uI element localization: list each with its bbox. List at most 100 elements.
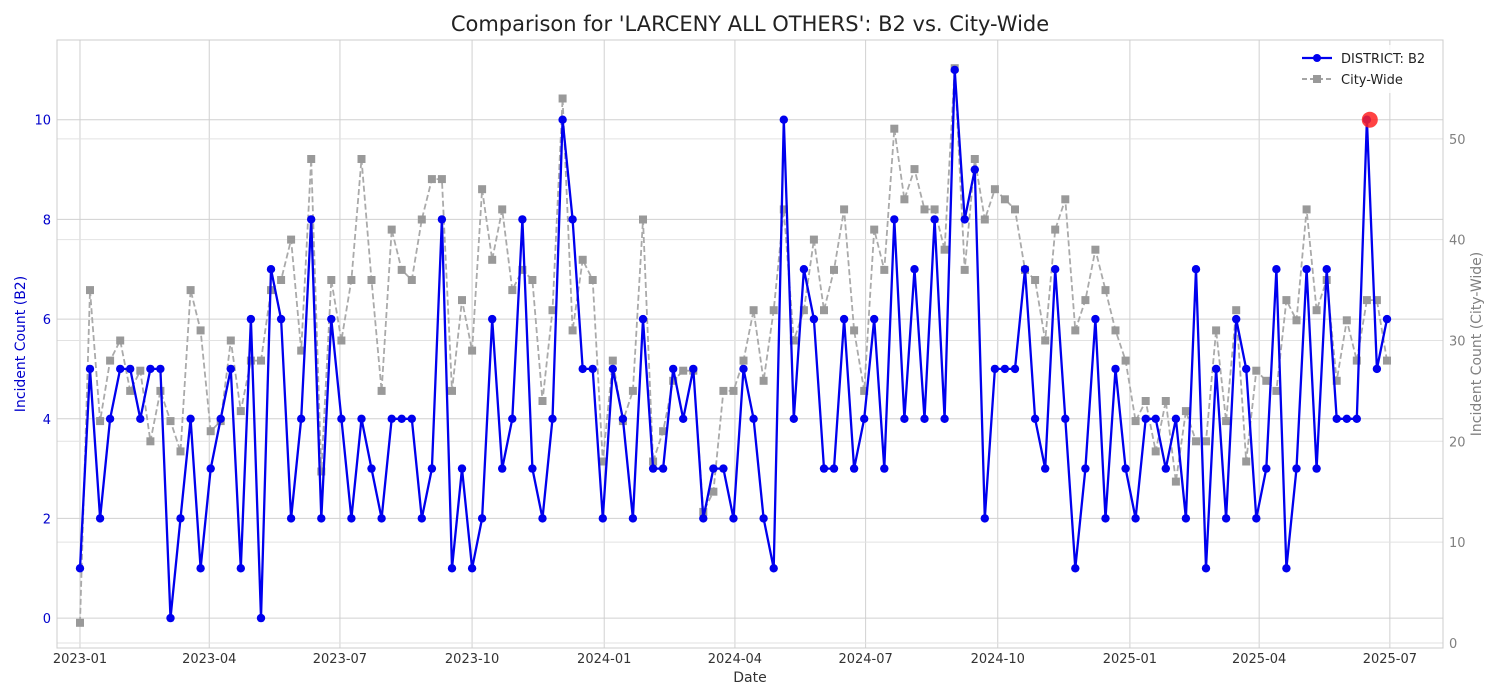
city-wide-point bbox=[1232, 306, 1241, 315]
district-b2-point bbox=[1232, 314, 1241, 324]
city-wide-point bbox=[960, 265, 969, 274]
city-wide-point bbox=[980, 215, 989, 224]
city-wide-point bbox=[297, 346, 306, 355]
district-b2-point bbox=[1302, 265, 1311, 274]
chart-title: Comparison for 'LARCENY ALL OTHERS': B2 … bbox=[451, 12, 1049, 36]
district-b2-point bbox=[1071, 564, 1080, 573]
city-wide-point bbox=[1272, 386, 1281, 395]
district-b2-point bbox=[1081, 464, 1090, 473]
city-wide-point bbox=[1171, 477, 1180, 486]
city-wide-point bbox=[840, 205, 849, 214]
city-wide-point bbox=[628, 386, 637, 395]
district-b2-point bbox=[689, 364, 698, 374]
district-b2-point bbox=[1111, 364, 1120, 374]
city-wide-point bbox=[900, 195, 909, 204]
district-b2-point bbox=[819, 464, 829, 473]
district-b2-point bbox=[166, 613, 175, 623]
x-tick-label: 2024-10 bbox=[971, 652, 1025, 667]
district-b2-point bbox=[839, 314, 849, 324]
district-b2-point bbox=[638, 314, 648, 324]
district-b2-point bbox=[749, 414, 758, 423]
city-wide-point bbox=[870, 225, 879, 234]
district-b2-point bbox=[960, 215, 969, 224]
city-wide-point bbox=[417, 215, 426, 224]
district-b2-point bbox=[588, 364, 597, 374]
district-b2-point bbox=[1201, 564, 1211, 573]
district-b2-point bbox=[337, 414, 346, 423]
district-b2-point bbox=[1322, 265, 1331, 274]
district-b2-point bbox=[1292, 464, 1301, 473]
district-b2-point bbox=[95, 514, 105, 523]
city-wide-point bbox=[96, 417, 105, 426]
x-tick-label: 2023-07 bbox=[313, 652, 367, 667]
district-b2-point bbox=[1262, 464, 1271, 473]
district-b2-point bbox=[759, 514, 768, 523]
city-wide-point bbox=[1222, 417, 1231, 426]
city-wide-point bbox=[920, 205, 929, 214]
district-b2-point bbox=[658, 464, 668, 473]
city-wide-point bbox=[709, 487, 718, 496]
city-wide-point bbox=[427, 175, 436, 184]
district-b2-series bbox=[75, 65, 1392, 623]
city-wide-point bbox=[639, 215, 647, 224]
district-b2-point bbox=[789, 414, 798, 423]
city-wide-point bbox=[538, 397, 547, 405]
district-b2-point bbox=[266, 265, 276, 274]
district-b2-point bbox=[578, 364, 587, 374]
district-b2-point bbox=[226, 364, 235, 374]
right-y-tick-label: 50 bbox=[1449, 133, 1466, 148]
district-b2-point bbox=[156, 364, 165, 374]
city-wide-point bbox=[1282, 296, 1291, 305]
district-b2-point bbox=[739, 364, 748, 374]
city-wide-point bbox=[1332, 376, 1341, 385]
district-b2-point bbox=[498, 464, 507, 473]
city-wide-point bbox=[397, 265, 406, 274]
district-b2-point bbox=[1352, 414, 1362, 423]
district-b2-point bbox=[105, 414, 115, 423]
highlight-marker bbox=[1361, 111, 1378, 128]
city-wide-point bbox=[1121, 356, 1130, 365]
district-b2-point bbox=[1121, 464, 1130, 473]
city-wide-point bbox=[779, 205, 788, 214]
legend-city-label: City-Wide bbox=[1341, 73, 1403, 88]
city-wide-point bbox=[176, 447, 185, 456]
district-b2-point bbox=[628, 514, 638, 523]
city-wide-point bbox=[1141, 397, 1150, 405]
district-b2-point bbox=[890, 215, 899, 224]
district-b2-point bbox=[407, 414, 416, 423]
legend-city-marker bbox=[1313, 75, 1321, 83]
district-b2-point bbox=[246, 314, 256, 324]
district-b2-point bbox=[75, 564, 85, 573]
x-tick-label: 2024-04 bbox=[708, 652, 762, 667]
city-wide-point bbox=[468, 346, 477, 355]
city-wide-point bbox=[1061, 195, 1070, 204]
city-wide-point bbox=[86, 286, 94, 295]
district-b2-line bbox=[78, 68, 1389, 620]
city-wide-point bbox=[1312, 306, 1321, 315]
district-b2-point bbox=[1332, 414, 1341, 423]
city-wide-point bbox=[1000, 195, 1009, 204]
city-wide-point bbox=[1081, 296, 1090, 305]
district-b2-point bbox=[910, 265, 919, 274]
district-b2-point bbox=[176, 514, 185, 523]
city-wide-point bbox=[458, 296, 466, 305]
district-b2-point bbox=[608, 364, 617, 374]
city-wide-point bbox=[1372, 296, 1381, 305]
city-wide-point bbox=[809, 235, 818, 244]
city-wide-point bbox=[257, 356, 265, 365]
district-b2-point bbox=[1010, 364, 1020, 374]
district-b2-point bbox=[1030, 414, 1040, 423]
city-wide-point bbox=[789, 336, 798, 345]
city-wide-point bbox=[749, 306, 758, 315]
city-wide-point bbox=[930, 205, 939, 214]
left-y-tick-label: 8 bbox=[43, 213, 51, 228]
legend: DISTRICT: B2 City-Wide bbox=[1290, 45, 1438, 93]
city-wide-point bbox=[1292, 316, 1301, 325]
city-wide-point bbox=[1131, 417, 1140, 426]
district-b2-point bbox=[699, 514, 708, 523]
city-wide-point bbox=[1252, 366, 1261, 375]
district-b2-point bbox=[930, 215, 939, 224]
district-b2-point bbox=[467, 564, 477, 573]
city-wide-point bbox=[206, 427, 215, 436]
